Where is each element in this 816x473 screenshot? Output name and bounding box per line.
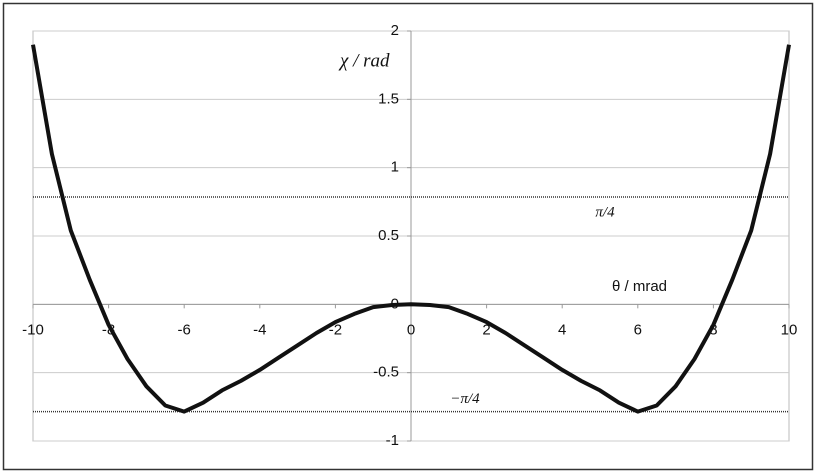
x-tick-label: 2 xyxy=(482,321,490,338)
y-tick-label: -1 xyxy=(386,432,399,449)
x-tick-label: -6 xyxy=(178,321,191,338)
y-axis-symbol: χ / rad xyxy=(338,50,390,71)
reference-label: π/4 xyxy=(595,204,615,220)
x-tick-label: 4 xyxy=(558,321,566,338)
y-tick-label: 2 xyxy=(391,22,399,39)
y-tick-label: 1 xyxy=(391,159,399,176)
reference-label: −π/4 xyxy=(450,391,480,407)
x-tick-label: 6 xyxy=(634,321,642,338)
x-axis-label: θ / mrad xyxy=(612,278,667,295)
y-tick-label: 1.5 xyxy=(378,90,399,107)
data-line xyxy=(31,44,791,414)
x-tick-label: 0 xyxy=(407,321,415,338)
x-tick-label: -10 xyxy=(22,321,44,338)
x-tick-label: 10 xyxy=(781,321,798,338)
y-tick-label: -0.5 xyxy=(373,364,399,381)
y-tick-label: 0.5 xyxy=(378,227,399,244)
x-tick-label: -4 xyxy=(253,321,266,338)
x-tick-label: 8 xyxy=(709,321,717,338)
